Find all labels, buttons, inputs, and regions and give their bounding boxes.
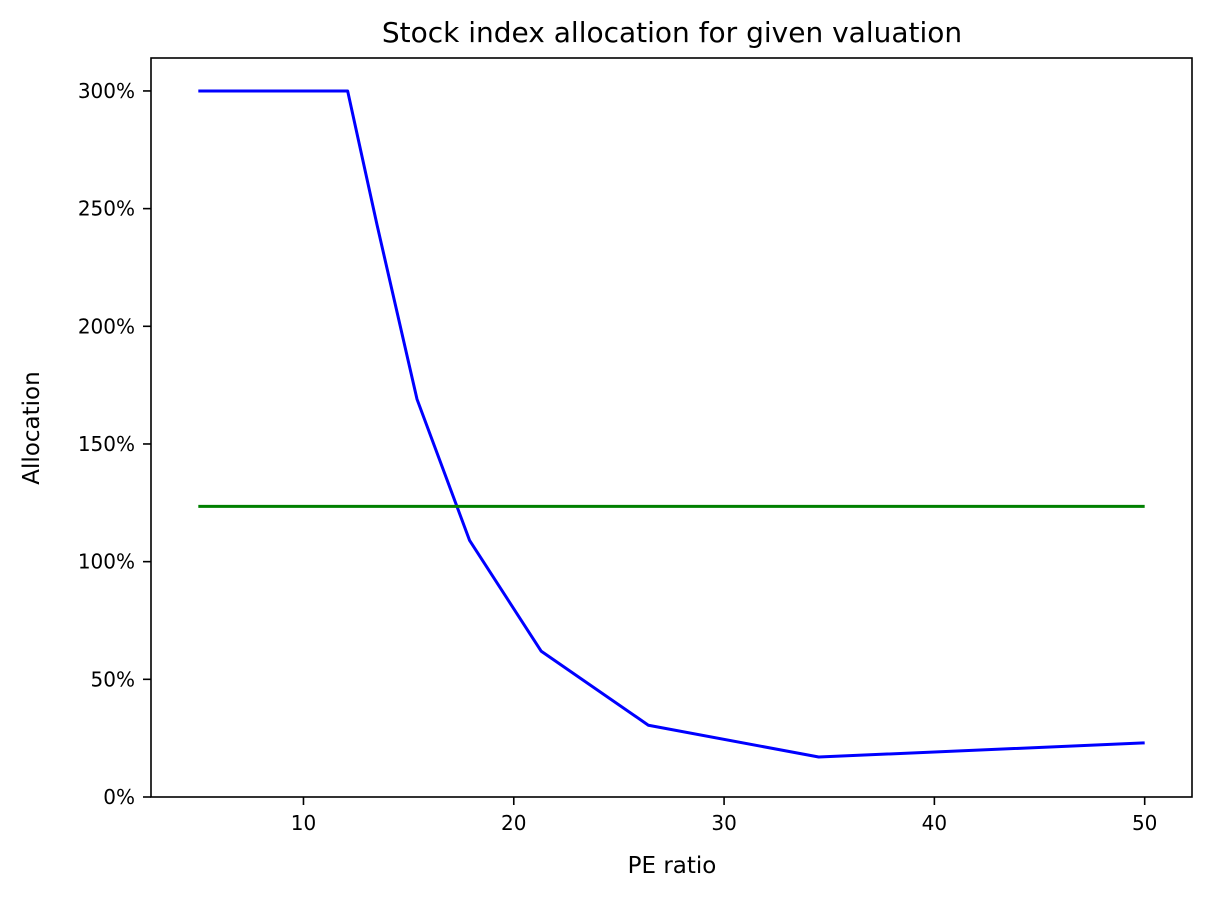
y-tick-label: 300% bbox=[78, 79, 135, 103]
y-tick-label: 50% bbox=[91, 667, 135, 691]
plot-area: 10 20 30 40 50 0% 50% 100% 150% 200% 250% 300% bbox=[78, 57, 1193, 835]
y-tick-label: 150% bbox=[78, 432, 135, 456]
x-tick-label: 50 bbox=[1132, 811, 1157, 835]
x-tick-label: 40 bbox=[922, 811, 947, 835]
y-tick-label: 250% bbox=[78, 197, 135, 221]
x-tick-label: 30 bbox=[711, 811, 736, 835]
y-tick-label: 0% bbox=[103, 785, 135, 809]
x-axis-label: PE ratio bbox=[628, 853, 717, 879]
y-axis-label: Allocation bbox=[19, 371, 45, 484]
x-tick-label: 20 bbox=[501, 811, 526, 835]
y-tick-label: 200% bbox=[78, 314, 135, 338]
series-line-1 bbox=[198, 89, 1145, 759]
x-tick-label: 10 bbox=[291, 811, 316, 835]
chart-title: Stock index allocation for given valuati… bbox=[382, 16, 962, 49]
axes-frame bbox=[150, 57, 1193, 798]
y-tick-label: 100% bbox=[78, 550, 135, 574]
